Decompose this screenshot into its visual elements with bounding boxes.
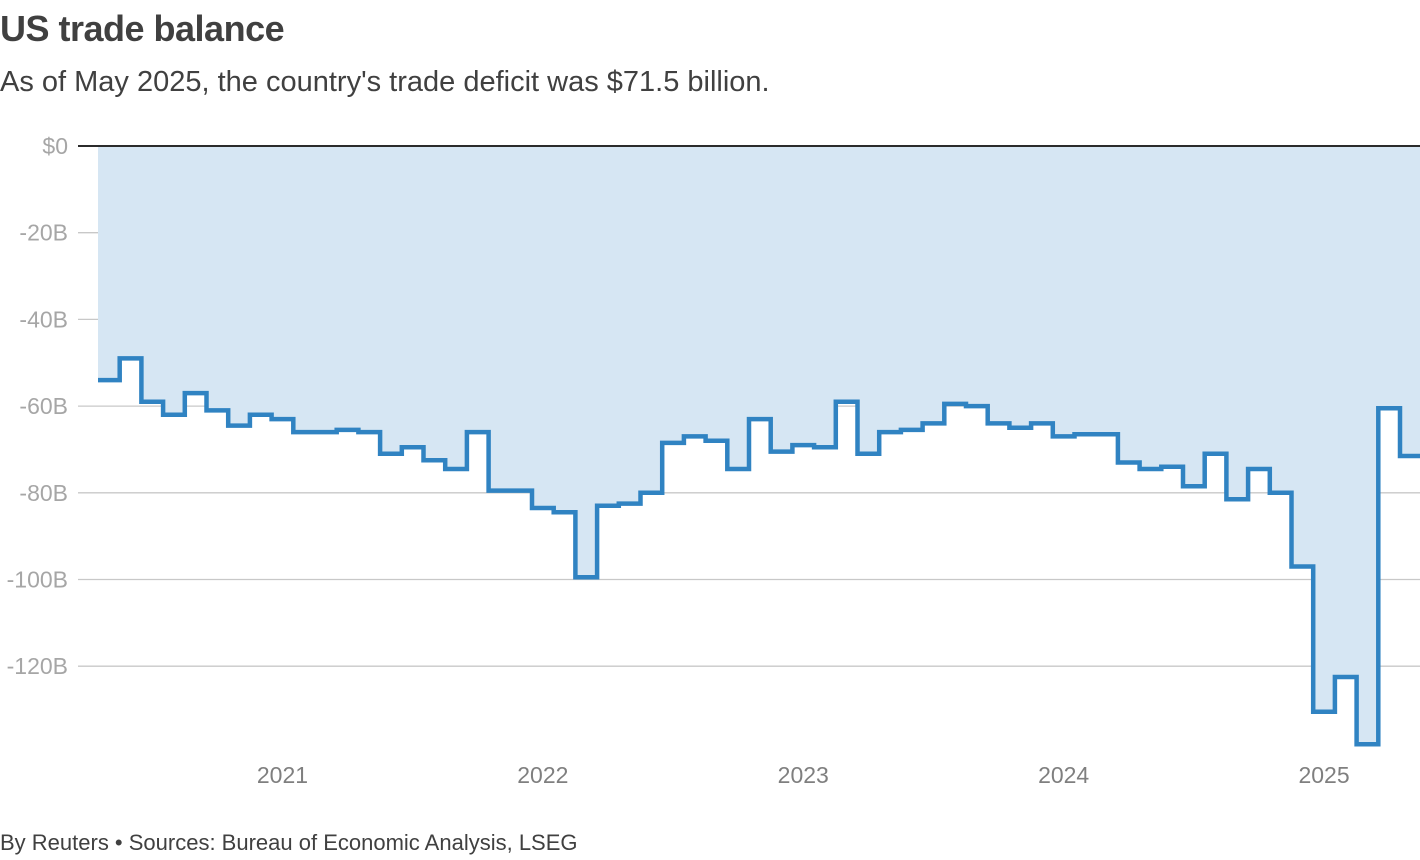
- y-tick-label: -120B: [7, 653, 68, 679]
- chart-subtitle: As of May 2025, the country's trade defi…: [0, 66, 770, 98]
- x-tick-label: 2025: [1298, 762, 1349, 788]
- x-tick-label: 2021: [257, 762, 308, 788]
- x-tick-label: 2022: [517, 762, 568, 788]
- y-tick-label: -60B: [19, 393, 68, 419]
- x-tick-label: 2024: [1038, 762, 1089, 788]
- x-axis-labels: 2021 2022 2023 2024 2025: [257, 762, 1350, 788]
- chart-source-footer: By Reuters • Sources: Bureau of Economic…: [0, 830, 578, 855]
- deficit-area-fill: [98, 146, 1420, 745]
- y-axis-labels: $0 -20B -40B -60B -80B -100B -120B: [7, 133, 68, 679]
- chart-title: US trade balance: [0, 8, 285, 49]
- y-tick-label: -100B: [7, 567, 68, 593]
- trade-balance-chart: $0-20B-40B-60B-80B-100B-120B 2021 2022 202…: [7, 133, 1420, 788]
- x-tick-label: 2023: [778, 762, 829, 788]
- y-tick-label: -20B: [19, 220, 68, 246]
- trade-balance-series-line: [98, 356, 1420, 747]
- y-tick-label: -40B: [19, 306, 68, 332]
- y-tick-label: $0: [42, 133, 68, 159]
- y-tick-label: -80B: [19, 480, 68, 506]
